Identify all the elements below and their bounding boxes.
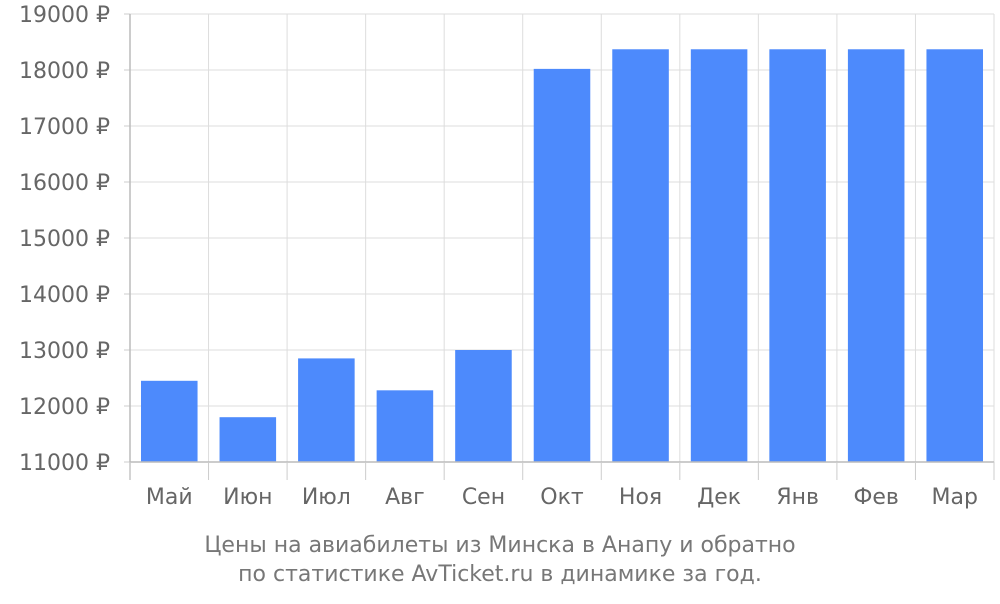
bar-6 xyxy=(533,68,591,462)
x-tick-label: Июн xyxy=(223,485,272,510)
tick-labels: 19000 ₽ 18000 ₽ 17000 ₽ 16000 ₽ 15000 ₽ 14000… xyxy=(19,3,978,510)
y-tick-label: 14000 ₽ xyxy=(19,283,110,308)
bar-1 xyxy=(140,380,198,462)
x-tick-label: Дек xyxy=(697,485,741,510)
y-tick-label: 17000 ₽ xyxy=(19,115,110,140)
y-tick-label: 12000 ₽ xyxy=(19,395,110,420)
x-tick-label: Янв xyxy=(776,485,819,510)
y-tick-label: 13000 ₽ xyxy=(19,339,110,364)
bar-10 xyxy=(847,49,905,462)
bar-5 xyxy=(455,350,512,462)
y-tick-label: 11000 ₽ xyxy=(19,451,110,476)
bar-2 xyxy=(219,417,277,462)
x-tick-label: Июл xyxy=(302,485,351,510)
y-tick-label: 19000 ₽ xyxy=(19,3,110,28)
x-tick-label: Май xyxy=(146,485,193,510)
bar-4 xyxy=(376,390,434,462)
x-tick-label: Фев xyxy=(853,485,898,510)
chart-caption-line-2: по статистике AvTicket.ru в динамике за … xyxy=(238,562,762,587)
bars xyxy=(140,49,984,462)
x-tick-label: Мар xyxy=(932,485,978,510)
bar-3 xyxy=(298,358,355,462)
chart-caption-line-1: Цены на авиабилеты из Минска в Анапу и о… xyxy=(204,533,796,558)
x-tick-label: Окт xyxy=(540,485,584,510)
y-tick-label: 15000 ₽ xyxy=(19,227,110,252)
axes xyxy=(124,13,995,480)
bar-7 xyxy=(612,49,669,462)
y-tick-label: 16000 ₽ xyxy=(19,171,110,196)
y-tick-label: 18000 ₽ xyxy=(19,59,110,84)
x-tick-label: Авг xyxy=(385,485,425,510)
bar-11 xyxy=(926,49,984,462)
x-tick-label: Сен xyxy=(462,485,505,510)
bar-9 xyxy=(769,49,826,462)
bar-8 xyxy=(690,49,748,462)
x-tick-label: Ноя xyxy=(619,485,662,510)
